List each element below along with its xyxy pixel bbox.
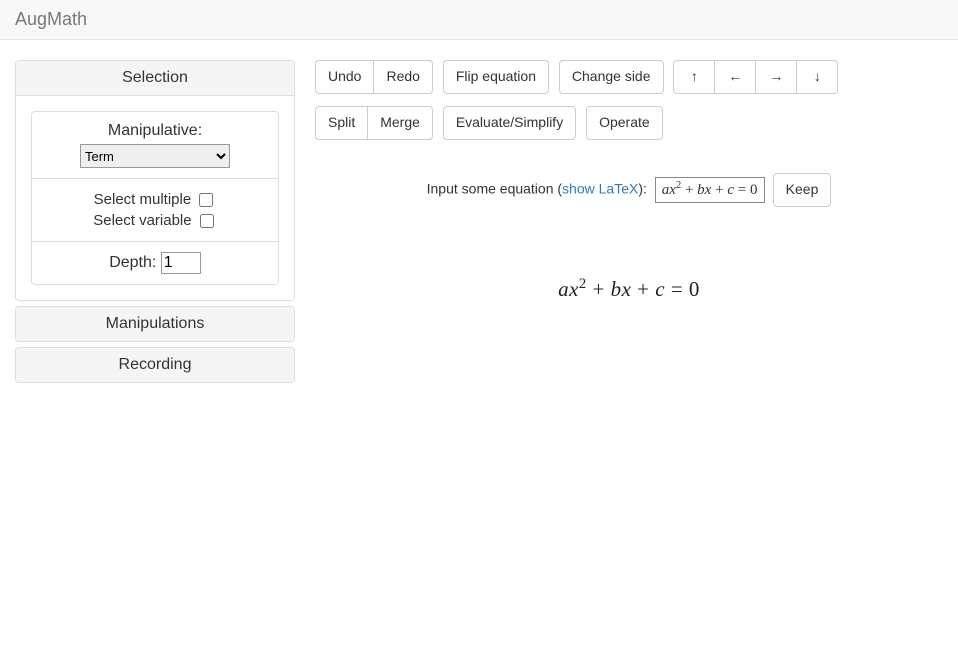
undo-redo-group: Undo Redo <box>315 60 433 94</box>
panel-selection-header[interactable]: Selection <box>16 61 294 96</box>
main-area: Undo Redo Flip equation Change side ↑ ← … <box>305 60 943 388</box>
arrow-up-icon: ↑ <box>691 68 698 84</box>
input-suffix: ): <box>638 181 647 197</box>
select-flags-row: Select multiple Select variable <box>32 178 278 241</box>
change-side-button[interactable]: Change side <box>559 60 664 94</box>
arrow-group: ↑ ← → ↓ <box>673 60 838 94</box>
operate-group: Operate <box>586 106 663 140</box>
input-prefix: Input some equation ( <box>427 181 562 197</box>
arrow-down-icon: ↓ <box>814 68 821 84</box>
panel-manipulations-header[interactable]: Manipulations <box>16 307 294 341</box>
redo-button[interactable]: Redo <box>373 60 432 94</box>
depth-row: Depth: <box>32 241 278 284</box>
selection-options-list: Manipulative: Term Select multiple Selec… <box>31 111 279 285</box>
depth-label: Depth: <box>109 254 156 271</box>
eval-group: Evaluate/Simplify <box>443 106 576 140</box>
arrow-right-icon: → <box>769 68 783 84</box>
arrow-left-icon: ← <box>728 68 742 84</box>
flip-group: Flip equation <box>443 60 549 94</box>
toolbar-row-2: Split Merge Evaluate/Simplify Operate <box>315 106 943 148</box>
select-variable-checkbox[interactable] <box>200 214 214 228</box>
move-up-button[interactable]: ↑ <box>673 60 715 94</box>
main-container: Selection Manipulative: Term Select mult… <box>0 60 958 388</box>
select-multiple-checkbox[interactable] <box>199 193 213 207</box>
sidebar: Selection Manipulative: Term Select mult… <box>15 60 305 388</box>
panel-selection-body: Manipulative: Term Select multiple Selec… <box>16 96 294 300</box>
split-button[interactable]: Split <box>315 106 368 140</box>
split-merge-group: Split Merge <box>315 106 433 140</box>
manipulative-row: Manipulative: Term <box>32 112 278 178</box>
evaluate-simplify-button[interactable]: Evaluate/Simplify <box>443 106 576 140</box>
panel-recording: Recording <box>15 347 295 383</box>
panel-manipulations: Manipulations <box>15 306 295 342</box>
toolbar-row-1: Undo Redo Flip equation Change side ↑ ← … <box>315 60 943 102</box>
select-variable-label: Select variable <box>93 212 191 229</box>
manipulative-label: Manipulative: <box>47 122 263 140</box>
select-multiple-row: Select multiple <box>47 189 263 210</box>
keep-button[interactable]: Keep <box>773 173 832 207</box>
manipulative-select[interactable]: Term <box>80 144 230 168</box>
move-left-button[interactable]: ← <box>714 60 756 94</box>
navbar: AugMath <box>0 0 958 40</box>
panel-recording-header[interactable]: Recording <box>16 348 294 382</box>
operate-button[interactable]: Operate <box>586 106 663 140</box>
merge-button[interactable]: Merge <box>367 106 433 140</box>
move-down-button[interactable]: ↓ <box>796 60 838 94</box>
undo-button[interactable]: Undo <box>315 60 374 94</box>
panel-selection: Selection Manipulative: Term Select mult… <box>15 60 295 301</box>
change-side-group: Change side <box>559 60 664 94</box>
flip-equation-button[interactable]: Flip equation <box>443 60 549 94</box>
select-multiple-label: Select multiple <box>94 191 192 208</box>
show-latex-link[interactable]: show LaTeX <box>562 181 638 197</box>
app-brand: AugMath <box>15 9 87 30</box>
equation-display-area: ax2 + bx + c = 0 <box>315 277 943 302</box>
equation-input-row: Input some equation (show LaTeX): ax2 + … <box>315 173 943 207</box>
select-variable-row: Select variable <box>47 210 263 231</box>
depth-input[interactable] <box>161 252 201 274</box>
equation-input[interactable]: ax2 + bx + c = 0 <box>655 177 765 204</box>
move-right-button[interactable]: → <box>755 60 797 94</box>
equation-display[interactable]: ax2 + bx + c = 0 <box>558 277 700 301</box>
